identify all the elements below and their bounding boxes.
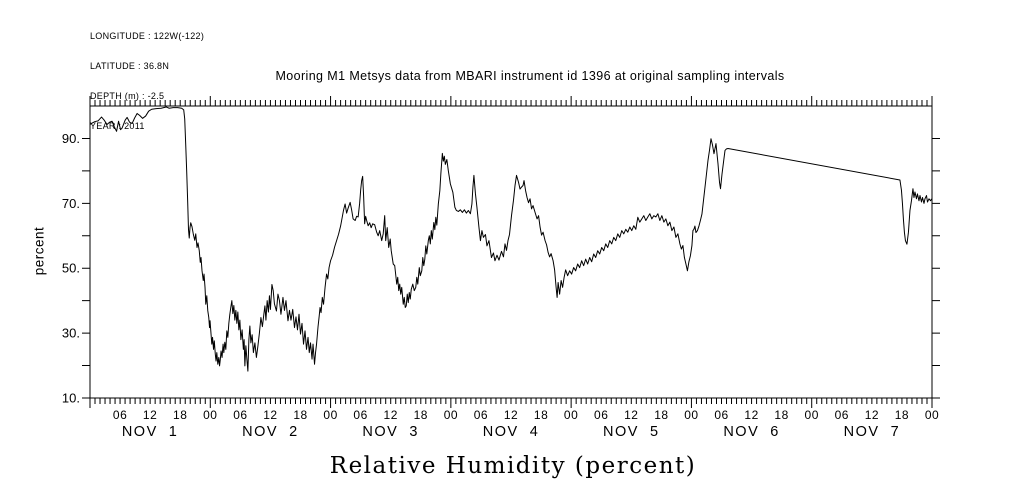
x-hour-tick-label: 06 bbox=[594, 408, 608, 422]
x-hour-tick-label: 18 bbox=[654, 408, 668, 422]
x-hour-tick-label: 18 bbox=[534, 408, 548, 422]
x-hour-tick-label: 00 bbox=[444, 408, 458, 422]
y-tick-label: 90. bbox=[62, 131, 80, 146]
x-hour-tick-label: 18 bbox=[293, 408, 307, 422]
x-hour-tick-label: 00 bbox=[564, 408, 578, 422]
x-hour-tick-label: 06 bbox=[835, 408, 849, 422]
x-hour-tick-label: 12 bbox=[744, 408, 758, 422]
x-hour-tick-label: 12 bbox=[865, 408, 879, 422]
x-day-label: NOV 2 bbox=[242, 424, 299, 440]
x-day-label: NOV 4 bbox=[483, 424, 540, 440]
x-hour-tick-label: 12 bbox=[384, 408, 398, 422]
metadata-block: LONGITUDE : 122W(-122) LATITUDE : 36.8N … bbox=[90, 11, 204, 151]
x-hour-tick-label: 06 bbox=[113, 408, 127, 422]
x-day-label: NOV 1 bbox=[122, 424, 179, 440]
x-hour-tick-label: 06 bbox=[474, 408, 488, 422]
metadata-longitude: LONGITUDE : 122W(-122) bbox=[90, 31, 205, 41]
axis-ticks bbox=[82, 96, 940, 408]
x-hour-tick-label: 12 bbox=[504, 408, 518, 422]
y-tick-label: 70. bbox=[62, 196, 80, 211]
x-hour-tick-label: 18 bbox=[173, 408, 187, 422]
x-hour-tick-label: 06 bbox=[353, 408, 367, 422]
x-hour-tick-label: 06 bbox=[233, 408, 247, 422]
x-hour-tick-label: 00 bbox=[805, 408, 819, 422]
x-hour-tick-label: 00 bbox=[684, 408, 698, 422]
x-day-label: NOV 3 bbox=[362, 424, 419, 440]
x-axis-caption: Relative Humidity (percent) bbox=[329, 453, 697, 479]
x-hour-tick-label: 12 bbox=[143, 408, 157, 422]
humidity-line bbox=[89, 106, 933, 372]
x-hour-tick-label: 00 bbox=[203, 408, 217, 422]
x-hour-tick-label: 12 bbox=[263, 408, 277, 422]
x-hour-tick-label: 00 bbox=[323, 408, 337, 422]
x-hour-tick-label: 12 bbox=[624, 408, 638, 422]
x-hour-tick-label: 06 bbox=[714, 408, 728, 422]
y-tick-label: 30. bbox=[62, 326, 80, 341]
y-tick-label: 50. bbox=[62, 261, 80, 276]
metadata-depth: DEPTH (m) : -2.5 bbox=[90, 91, 165, 101]
x-day-label: NOV 5 bbox=[603, 424, 660, 440]
x-hour-tick-label: 18 bbox=[414, 408, 428, 422]
x-hour-tick-label: 18 bbox=[895, 408, 909, 422]
x-hour-tick-label: 00 bbox=[925, 408, 939, 422]
metadata-latitude: LATITUDE : 36.8N bbox=[90, 61, 170, 71]
plot-title: Mooring M1 Metsys data from MBARI instru… bbox=[275, 69, 785, 83]
x-day-label: NOV 7 bbox=[844, 424, 901, 440]
x-hour-tick-label: 18 bbox=[774, 408, 788, 422]
y-tick-label: 10. bbox=[62, 391, 80, 406]
x-day-label: NOV 6 bbox=[723, 424, 780, 440]
